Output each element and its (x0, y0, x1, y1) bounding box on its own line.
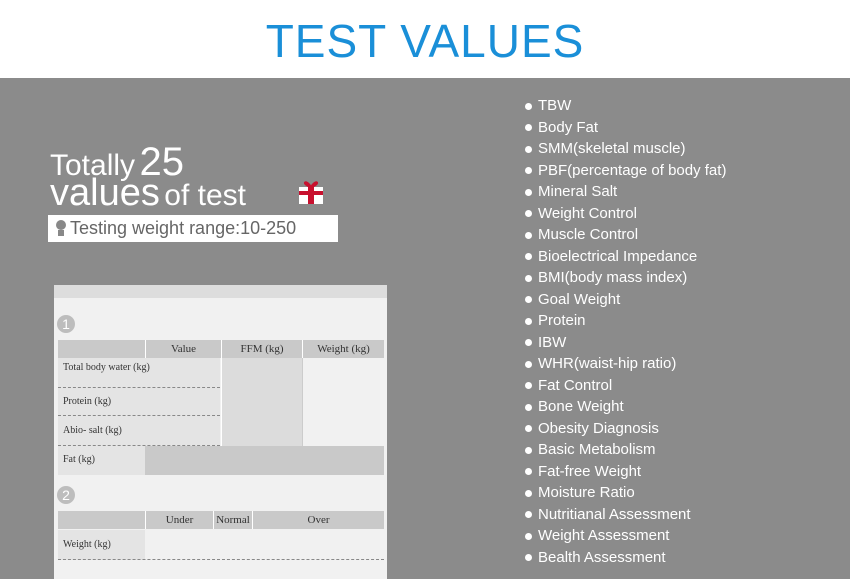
list-item: Bone Weight (525, 398, 624, 415)
table-header: Over (252, 511, 384, 529)
list-item: Moisture Ratio (525, 484, 635, 501)
list-item: Obesity Diagnosis (525, 420, 659, 437)
headline-word: values (50, 172, 160, 214)
list-item: IBW (525, 334, 566, 351)
list-item: Body Fat (525, 119, 598, 136)
table-header: Value (145, 340, 221, 358)
row-label: Fat (kg) (58, 446, 145, 475)
section-number: 2 (57, 486, 75, 504)
fat-cell (145, 446, 384, 475)
list-item: Fat Control (525, 377, 612, 394)
table-header: FFM (kg) (221, 340, 302, 358)
headline-count: 25 (139, 140, 185, 184)
list-item: PBF(percentage of body fat) (525, 162, 726, 179)
table-header: Normal (213, 511, 252, 529)
list-item: Muscle Control (525, 226, 638, 243)
bulb-icon (56, 220, 66, 236)
header-bar (0, 0, 850, 78)
list-item: Goal Weight (525, 291, 620, 308)
headline-rest: of test (164, 179, 247, 212)
ffm-cell (221, 358, 302, 446)
weight-range-text: Testing weight range:10-250 (70, 218, 297, 238)
list-item: TBW (525, 97, 571, 114)
table-header (58, 511, 145, 529)
headline-line2: values of test (50, 172, 246, 215)
list-item: BMI(body mass index) (525, 269, 687, 286)
list-item: Bealth Assessment (525, 549, 666, 566)
section-number: 1 (57, 315, 75, 333)
weight-range: Testing weight range:10-250 (48, 215, 338, 242)
list-item: SMM(skeletal muscle) (525, 140, 686, 157)
list-item: Fat-free Weight (525, 463, 641, 480)
list-item: Mineral Salt (525, 183, 617, 200)
row-label: Weight (kg) (58, 530, 384, 560)
title: TEST VALUES (265, 15, 585, 67)
list-item: Bioelectrical Impedance (525, 248, 697, 265)
row-label: Total body water (kg) (58, 358, 220, 388)
list-item: Weight Control (525, 205, 637, 222)
report-panel: 1 Value FFM (kg) Weight (kg) Total body … (54, 285, 387, 579)
row-label: Protein (kg) (58, 388, 220, 416)
headline-word: Totally (50, 149, 136, 182)
gift-icon (299, 181, 323, 204)
weight-cell (302, 358, 384, 446)
headline-line1: Totally 25 (50, 140, 184, 185)
table-header: Under (145, 511, 213, 529)
list-item: WHR(waist-hip ratio) (525, 355, 676, 372)
row-label: Abio- salt (kg) (58, 416, 220, 446)
list-item: Basic Metabolism (525, 441, 656, 458)
panel-strip (54, 285, 387, 298)
table-header (58, 340, 145, 358)
list-item: Weight Assessment (525, 527, 669, 544)
table-header: Weight (kg) (302, 340, 384, 358)
list-item: Protein (525, 312, 586, 329)
list-item: Nutritianal Assessment (525, 506, 691, 523)
